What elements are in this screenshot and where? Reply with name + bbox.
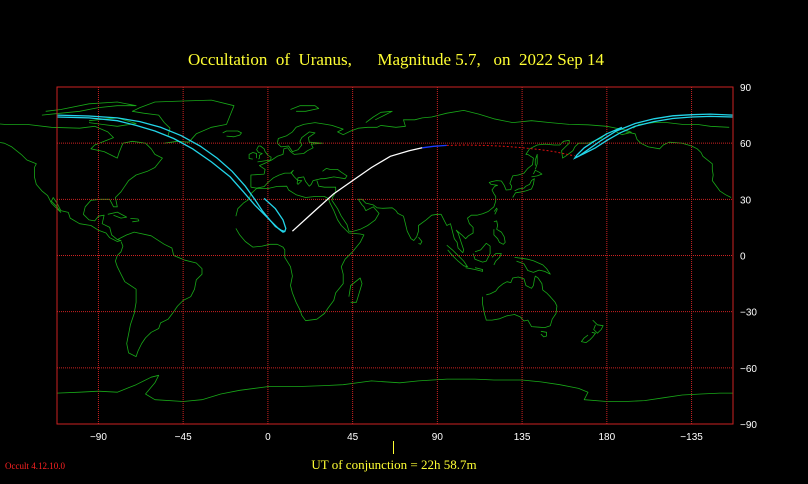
coastline — [446, 244, 468, 268]
coastline — [592, 319, 604, 334]
latitude-tick-label: 60 — [740, 139, 752, 150]
coastline — [130, 218, 140, 223]
coastline — [395, 132, 608, 254]
coastline — [107, 211, 128, 219]
coastline — [493, 207, 498, 215]
east-limit-line-outer — [572, 113, 734, 160]
coastline — [131, 99, 235, 144]
latitude-tick-label: 90 — [740, 83, 752, 94]
coastline — [348, 277, 363, 303]
latitude-tick-label: −30 — [740, 308, 757, 319]
longitude-tick-label: −45 — [175, 432, 192, 443]
coastline — [250, 122, 382, 188]
coastline — [534, 154, 538, 170]
coastline — [250, 168, 348, 189]
central-line-twilight — [422, 144, 447, 149]
coastline — [56, 374, 733, 402]
coastline — [235, 185, 365, 322]
longitude-tick-labels: −90 −45 0 45 90 135 180 −135 — [90, 432, 703, 443]
coastline — [290, 105, 320, 112]
coastline-layer — [0, 99, 733, 402]
coastline — [531, 169, 543, 178]
longitude-tick-label: −135 — [680, 432, 703, 443]
coastline — [493, 220, 506, 245]
latitude-tick-label: 0 — [740, 252, 746, 263]
coastline — [465, 267, 483, 272]
ut-of-conjunction-label: UT of conjunction = 22h 58.7m — [311, 457, 477, 472]
coastline — [491, 253, 502, 266]
coastline — [365, 110, 393, 123]
longitude-tick-label: 135 — [514, 432, 531, 443]
coastline — [316, 180, 397, 232]
east-limit-line-inner — [574, 115, 734, 159]
coastline — [625, 131, 732, 198]
latitude-tick-labels: 90 60 30 0 −30 −60 −90 — [740, 83, 757, 431]
coastline — [418, 236, 423, 245]
latitude-tick-label: −90 — [740, 420, 757, 431]
west-limit-line-outer — [56, 116, 287, 233]
coastline — [115, 231, 203, 357]
longitude-tick-label: −90 — [90, 432, 107, 443]
map-title: Occultation of Uranus, Magnitude 5.7, on… — [188, 50, 604, 69]
central-line-below-horizon — [446, 144, 575, 157]
coastline — [88, 117, 137, 127]
coastline — [0, 123, 163, 242]
latitude-tick-label: 30 — [740, 195, 752, 206]
graticule-grid — [57, 87, 733, 424]
coastline — [256, 145, 272, 163]
coastline — [248, 152, 257, 160]
coastline — [581, 331, 596, 343]
coastline — [482, 275, 558, 328]
latitude-tick-label: −60 — [740, 364, 757, 375]
central-line-daylight — [291, 147, 423, 232]
occultation-paths — [56, 113, 734, 233]
longitude-tick-label: 90 — [432, 432, 444, 443]
map-frame — [56, 86, 734, 425]
conjunction-marker — [393, 441, 394, 454]
longitude-tick-label: 0 — [265, 432, 271, 443]
software-version-label: Occult 4.12.10.0 — [5, 461, 65, 471]
coastline — [222, 130, 242, 138]
coastline — [380, 110, 632, 136]
coastline — [41, 101, 137, 116]
coastline — [540, 330, 547, 338]
coastline — [472, 242, 491, 263]
west-limit-line-inner — [56, 114, 286, 233]
coastline — [512, 178, 535, 198]
longitude-tick-label: 45 — [347, 432, 359, 443]
coastline — [514, 257, 551, 275]
longitude-tick-label: 180 — [598, 432, 615, 443]
